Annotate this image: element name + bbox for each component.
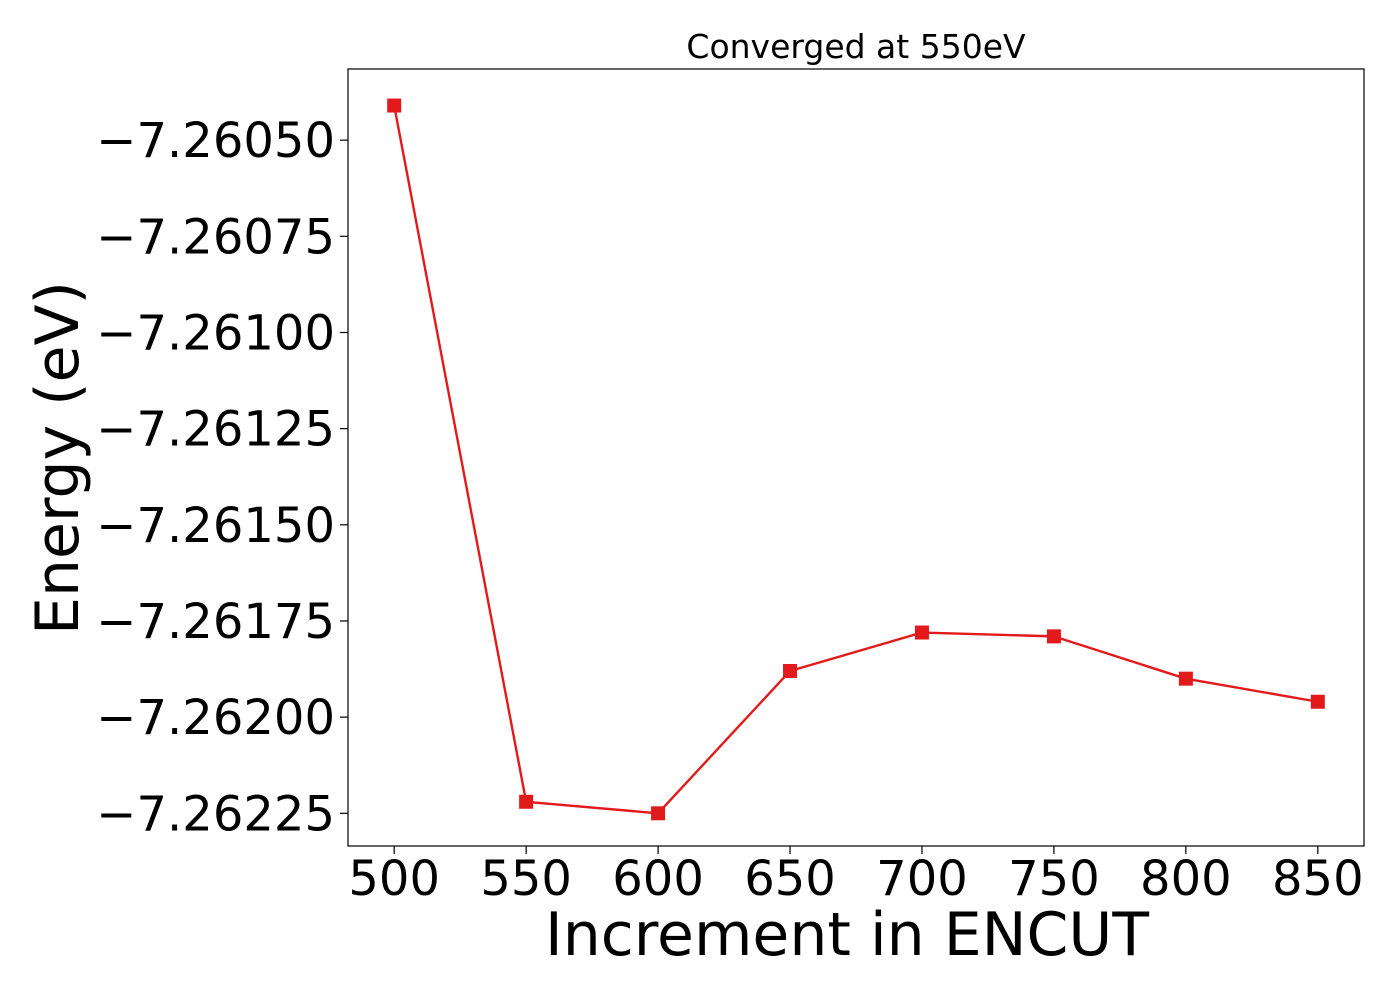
y-tick-label: −7.26150 <box>96 498 335 554</box>
data-point-marker <box>651 806 666 821</box>
y-tick-label: −7.26050 <box>96 113 335 169</box>
y-tick-label: −7.26200 <box>96 690 335 746</box>
x-tick-label: 750 <box>1008 851 1100 907</box>
x-tick-label: 650 <box>744 851 836 907</box>
x-tick-label: 550 <box>480 851 572 907</box>
data-point-marker <box>783 663 798 678</box>
x-axis-ticks: 500 550 600 650 700 750 800 850 <box>348 846 1364 907</box>
data-point-marker <box>914 625 929 640</box>
series-line <box>393 105 1319 815</box>
y-tick-label: −7.26225 <box>96 786 335 842</box>
x-axis-label: Increment in ENCUT <box>545 900 1149 970</box>
plot-area-frame <box>347 68 1365 847</box>
data-point-marker <box>1046 629 1061 644</box>
x-tick-label: 700 <box>876 851 968 907</box>
y-axis-label: Energy (eV) <box>23 281 93 635</box>
data-point-marker <box>519 794 534 809</box>
data-point-marker <box>1178 671 1193 686</box>
x-tick-label: 800 <box>1140 851 1232 907</box>
data-point-marker <box>1310 694 1325 709</box>
y-tick-label: −7.26175 <box>96 594 335 650</box>
chart-title: Converged at 550eV <box>686 27 1026 66</box>
x-tick-label: 600 <box>612 851 704 907</box>
x-tick-label: 850 <box>1272 851 1364 907</box>
x-tick-label: 500 <box>348 851 440 907</box>
y-tick-label: −7.26075 <box>96 209 335 265</box>
data-point-marker <box>387 98 402 113</box>
y-tick-label: −7.26100 <box>96 305 335 361</box>
y-tick-label: −7.26125 <box>96 402 335 458</box>
y-axis-ticks: −7.26050 −7.26075 −7.26100 −7.26125 −7.26150… <box>96 113 348 842</box>
series-layer <box>387 98 1325 821</box>
